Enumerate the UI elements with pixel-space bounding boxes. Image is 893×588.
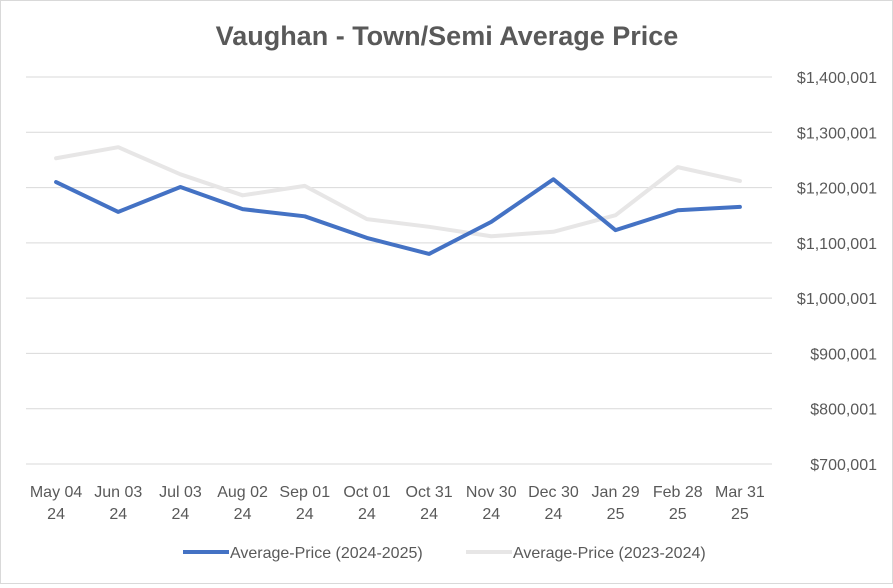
legend-label: Average-Price (2024-2025) (230, 545, 423, 562)
x-tick-label-year: 24 (296, 506, 314, 523)
series-line-0 (54, 177, 742, 256)
x-tick-label-year: 24 (545, 506, 563, 523)
x-tick-label: Oct 01 (343, 484, 390, 501)
x-tick-label: Aug 02 (217, 484, 268, 501)
x-tick-label-year: 24 (420, 506, 438, 523)
x-tick-label: Jun 03 (94, 484, 142, 501)
y-tick-label: $1,200,001 (797, 181, 877, 198)
x-tick-label-year: 25 (731, 506, 749, 523)
y-tick-label: $900,001 (810, 346, 877, 363)
x-tick-label-year: 25 (669, 506, 687, 523)
x-tick-label-year: 24 (358, 506, 376, 523)
x-tick-label-year: 24 (172, 506, 190, 523)
y-tick-label: $1,000,001 (797, 291, 877, 308)
y-tick-label: $800,001 (810, 402, 877, 419)
y-tick-label: $1,100,001 (797, 236, 877, 253)
legend-label: Average-Price (2023-2024) (513, 545, 706, 562)
x-tick-label-year: 25 (607, 506, 625, 523)
y-tick-label: $1,400,001 (797, 70, 877, 87)
y-tick-label: $700,001 (810, 457, 877, 474)
x-tick-label: Mar 31 (715, 484, 765, 501)
x-tick-label: Oct 31 (406, 484, 453, 501)
x-tick-label-year: 24 (234, 506, 252, 523)
x-tick-label: Feb 28 (653, 484, 703, 501)
x-tick-label-year: 24 (109, 506, 127, 523)
x-tick-label: Dec 30 (528, 484, 579, 501)
x-tick-label-year: 24 (47, 506, 65, 523)
x-tick-label-year: 24 (482, 506, 500, 523)
chart-title: Vaughan - Town/Semi Average Price (216, 21, 679, 51)
x-tick-label: May 04 (30, 484, 83, 501)
x-tick-label: Jan 29 (592, 484, 640, 501)
y-tick-label: $1,300,001 (797, 125, 877, 142)
x-tick-label: Sep 01 (279, 484, 330, 501)
x-tick-label: Nov 30 (466, 484, 517, 501)
x-tick-label: Jul 03 (159, 484, 202, 501)
series-line-1 (54, 145, 742, 239)
